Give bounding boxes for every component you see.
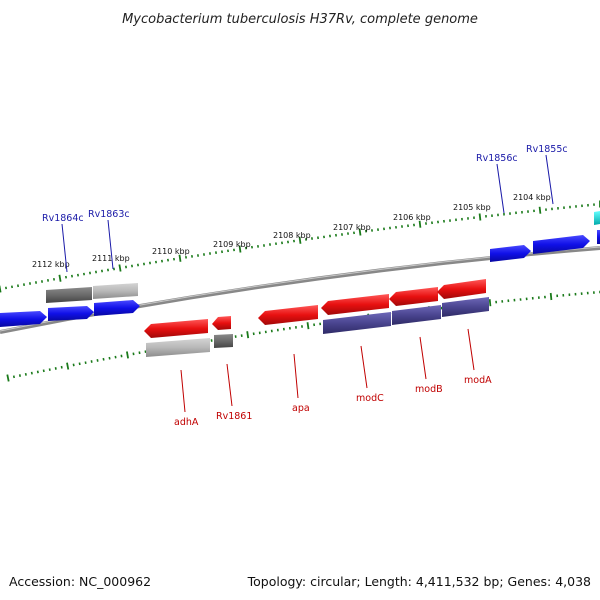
ruler-major-tick bbox=[66, 362, 70, 370]
gene-modA-purple[interactable] bbox=[442, 297, 489, 317]
gene-blue-3[interactable] bbox=[94, 300, 140, 316]
label-Rv1863c: Rv1863c bbox=[88, 209, 130, 220]
label-leaders bbox=[61, 154, 554, 413]
gene-modB[interactable] bbox=[389, 287, 438, 306]
kbp-label-2108: 2108 kbp bbox=[273, 231, 311, 240]
ruler-major-tick bbox=[478, 213, 482, 221]
gene-modA[interactable] bbox=[437, 279, 486, 299]
ruler-minor-tick bbox=[54, 367, 57, 370]
ruler-minor-tick bbox=[18, 374, 21, 377]
gene-modB-purple[interactable] bbox=[392, 305, 441, 325]
ruler-minor-tick bbox=[48, 368, 51, 371]
topology-text: Topology: circular; Length: 4,411,532 bp… bbox=[247, 574, 591, 589]
ruler-minor-tick bbox=[114, 355, 117, 359]
label-adhA: adhA bbox=[174, 417, 199, 428]
gene-apa[interactable] bbox=[258, 305, 318, 325]
ruler-minor-tick bbox=[108, 356, 111, 360]
leader-apa bbox=[293, 353, 299, 399]
kbp-label-2105: 2105 kbp bbox=[453, 203, 491, 212]
label-Rv1856c: Rv1856c bbox=[476, 153, 518, 164]
ruler-major-tick bbox=[118, 264, 122, 272]
upper-tick-ruler bbox=[0, 200, 600, 293]
ruler-minor-tick bbox=[78, 362, 81, 366]
gene-Rv1864c-grey[interactable] bbox=[46, 287, 92, 303]
map-title: Mycobacterium tuberculosis H37Rv, comple… bbox=[122, 12, 478, 27]
leader-adhA bbox=[180, 369, 186, 413]
gene-modC-purple[interactable] bbox=[323, 312, 391, 334]
ruler-major-tick bbox=[126, 351, 129, 359]
ruler-major-tick bbox=[298, 236, 302, 244]
label-apa: apa bbox=[292, 403, 310, 414]
gene-Rv1861[interactable] bbox=[212, 316, 231, 330]
leader-modA bbox=[467, 328, 475, 371]
leader-Rv1864c bbox=[61, 223, 68, 273]
gene-Rv1856c[interactable] bbox=[490, 245, 531, 262]
ruler-minor-tick bbox=[72, 363, 75, 367]
leader-Rv1855c bbox=[545, 154, 554, 205]
ruler-major-tick bbox=[538, 206, 542, 214]
gene-Rv1855c[interactable] bbox=[533, 235, 590, 254]
kbp-label-2110: 2110 kbp bbox=[152, 247, 190, 256]
label-Rv1861: Rv1861 bbox=[216, 411, 252, 422]
gene-edge-cyan[interactable] bbox=[594, 211, 600, 225]
kbp-label-2106: 2106 kbp bbox=[393, 213, 431, 222]
ruler-major-tick bbox=[58, 274, 62, 282]
ruler-major-tick bbox=[549, 292, 553, 301]
kbp-label-2112: 2112 kbp bbox=[32, 260, 70, 269]
leader-Rv1863c bbox=[107, 219, 114, 270]
label-Rv1855c: Rv1855c bbox=[526, 144, 568, 155]
ruler-minor-tick bbox=[36, 370, 39, 374]
ruler-major-tick bbox=[178, 254, 182, 262]
gene-adhA-grey[interactable] bbox=[146, 338, 210, 357]
reverse-strand-genes bbox=[144, 279, 489, 357]
ruler-minor-tick bbox=[12, 375, 15, 379]
ruler-major-tick bbox=[0, 285, 2, 293]
ruler-major-tick bbox=[418, 220, 422, 228]
gene-adhA[interactable] bbox=[144, 319, 208, 338]
gene-Rv1861-grey[interactable] bbox=[214, 334, 233, 348]
ruler-minor-tick bbox=[96, 359, 99, 362]
gene-blue-1[interactable] bbox=[0, 311, 47, 327]
ruler-major-tick bbox=[488, 299, 492, 307]
forward-strand-genes bbox=[0, 211, 600, 327]
gene-edge-blue[interactable] bbox=[597, 230, 600, 244]
leader-modC bbox=[360, 345, 368, 389]
ruler-minor-tick bbox=[24, 372, 27, 376]
gene-blue-2[interactable] bbox=[48, 306, 94, 321]
ruler-major-tick bbox=[358, 228, 362, 236]
ruler-major-tick bbox=[306, 322, 310, 330]
ruler-major-tick bbox=[246, 331, 250, 339]
leader-Rv1856c bbox=[496, 163, 505, 214]
kbp-label-2107: 2107 kbp bbox=[333, 223, 371, 232]
ruler-major-tick bbox=[6, 374, 10, 382]
label-modB: modB bbox=[415, 384, 443, 395]
kbp-label-2104: 2104 kbp bbox=[513, 193, 551, 202]
ruler-minor-tick bbox=[102, 357, 105, 361]
ruler-minor-tick bbox=[42, 369, 45, 373]
kbp-label-2109: 2109 kbp bbox=[213, 240, 251, 249]
ruler-major-tick bbox=[238, 245, 242, 253]
label-Rv1864c: Rv1864c bbox=[42, 213, 84, 224]
label-modA: modA bbox=[464, 375, 492, 386]
gene-Rv1863c-grey[interactable] bbox=[93, 283, 138, 299]
leader-modB bbox=[419, 336, 427, 380]
leader-Rv1861 bbox=[226, 363, 233, 407]
kbp-label-2111: 2111 kbp bbox=[92, 254, 130, 263]
gene-modC[interactable] bbox=[321, 294, 389, 315]
accession-text: Accession: NC_000962 bbox=[9, 574, 151, 589]
label-modC: modC bbox=[356, 393, 384, 404]
